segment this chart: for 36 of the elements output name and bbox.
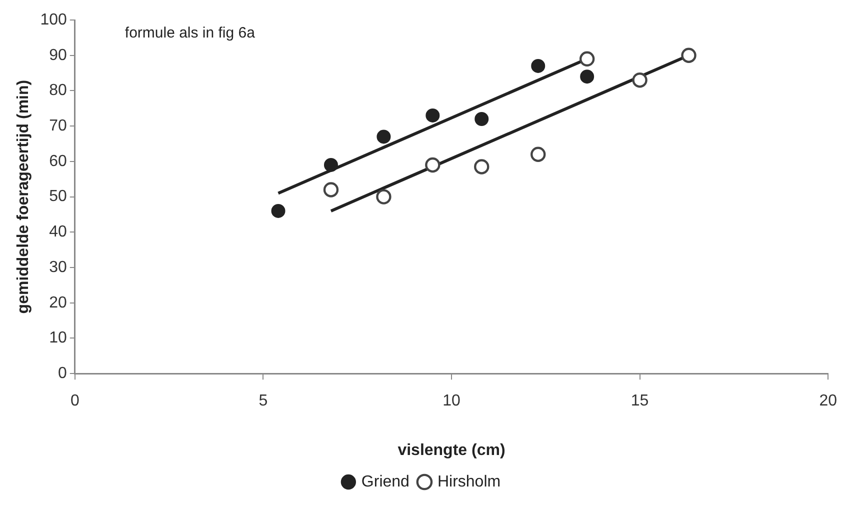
x-axis-title: vislengte (cm)	[398, 442, 506, 459]
x-tick-label: 20	[819, 392, 838, 410]
point	[323, 182, 339, 198]
y-tick-label: 90	[49, 46, 67, 64]
point	[580, 70, 594, 84]
y-tick-label: 30	[49, 258, 67, 276]
point	[632, 72, 648, 88]
y-axis-title: gemiddelde foerageertijd (min)	[15, 80, 32, 314]
x-tick-label: 10	[442, 392, 460, 410]
y-tick-label: 0	[58, 365, 67, 382]
point	[474, 112, 489, 126]
point	[426, 108, 440, 122]
x-tick-label: 15	[630, 392, 649, 410]
y-tick-label: 80	[49, 82, 67, 100]
point	[425, 157, 440, 173]
point	[474, 159, 490, 174]
x-tick-label: 0	[70, 392, 80, 410]
y-tick-label: 70	[49, 117, 67, 134]
point	[531, 58, 546, 73]
point	[530, 146, 546, 162]
y-tick-label: 50	[49, 188, 67, 206]
annotation: formule als in fig 6a	[124, 24, 256, 42]
y-tick-label: 10	[49, 330, 67, 347]
y-tick-label: 40	[49, 224, 67, 241]
x-tick-label: 5	[258, 392, 268, 410]
point	[376, 130, 391, 144]
legend-label: Hirsholm	[437, 473, 501, 490]
point	[376, 189, 392, 204]
y-tick-label: 60	[49, 152, 67, 170]
y-tick-label: 20	[49, 294, 67, 312]
point	[271, 204, 286, 218]
y-tick-label: 100	[40, 11, 67, 28]
point	[681, 48, 696, 63]
point	[324, 158, 338, 172]
legend-label: Griend	[361, 473, 410, 490]
point	[579, 51, 595, 66]
